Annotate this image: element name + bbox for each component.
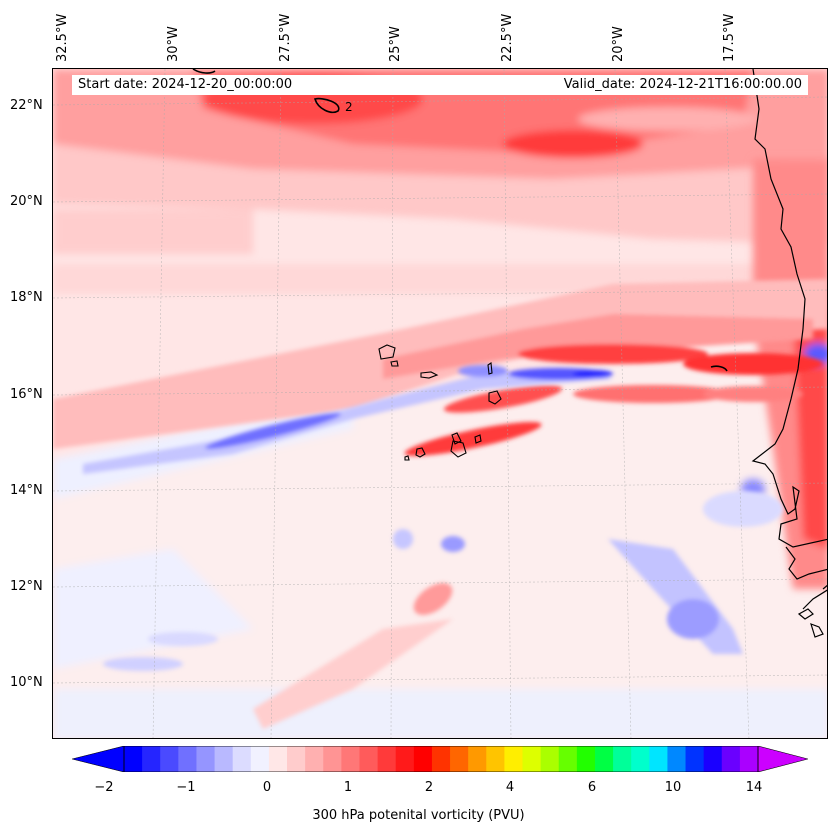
pv-contours (192, 69, 728, 372)
colorbar-label: 300 hPa potenital vorticity (PVU) (312, 808, 525, 823)
colorbar-cell (504, 746, 524, 772)
colorbar-cell (486, 746, 505, 772)
african-coastline (751, 69, 827, 638)
southern-patches (103, 491, 783, 729)
lon-label-27-5w: 27.5°W (278, 13, 293, 62)
cbar-tick-6: 6 (587, 780, 597, 795)
colorbar-cell (178, 746, 197, 772)
lon-label-20w: 20°W (611, 26, 626, 62)
colorbar (72, 746, 808, 772)
cbar-tick-1: 1 (343, 780, 353, 795)
colorbar-cell (558, 746, 578, 772)
colorbar-cell (359, 746, 379, 772)
colorbar-cell (268, 746, 288, 772)
lat-label-14n: 14°N (10, 483, 43, 498)
pv-field: 2 (53, 69, 827, 738)
lon-label-22-5w: 22.5°W (500, 13, 515, 62)
colorbar-cell (413, 746, 433, 772)
colorbar-cell (649, 746, 668, 772)
cape-verde-islands (378, 344, 502, 461)
colorbar-cell (613, 746, 632, 772)
colorbar-high-extend (757, 746, 808, 772)
colorbar-cell (287, 746, 306, 772)
colorbar-cell (703, 746, 723, 772)
cbar-tick-10: 10 (664, 780, 682, 795)
lat-label-12n: 12°N (10, 579, 43, 594)
lat-label-10n: 10°N (10, 675, 43, 690)
colorbar-low-extend (72, 746, 125, 772)
lat-label-22n: 22°N (10, 98, 43, 113)
colorbar-cell (522, 746, 542, 772)
colorbar-cell (214, 746, 234, 772)
colorbar-cell (576, 746, 596, 772)
colorbar-cell (395, 746, 415, 772)
cbar-tick-neg1: −1 (176, 780, 196, 795)
colorbar-cell (468, 746, 487, 772)
colorbar-cell (124, 746, 143, 772)
cbar-tick-2: 2 (424, 780, 434, 795)
colorbar-cell (667, 746, 687, 772)
colorbar-cell (160, 746, 179, 772)
colorbar-cell (323, 746, 342, 772)
lat-label-18n: 18°N (10, 290, 43, 305)
colorbar-cell (431, 746, 451, 772)
colorbar-cell (196, 746, 216, 772)
colorbar-cell (377, 746, 397, 772)
lon-label-30w: 30°W (166, 26, 181, 62)
negative-pv-filament (83, 365, 613, 474)
pv-map: 2 (52, 68, 828, 739)
cbar-tick-0: 0 (262, 780, 272, 795)
diagonal-pv-band (53, 279, 827, 457)
colorbar-cell (142, 746, 161, 772)
colorbar-cell (450, 746, 469, 772)
lon-label-17-5w: 17.5°W (722, 13, 737, 62)
cbar-tick-14: 14 (745, 780, 763, 795)
lat-label-20n: 20°N (10, 194, 43, 209)
valid-date-label: Valid_date: 2024-12-21T16:00:00.00 (563, 77, 802, 92)
lat-label-16n: 16°N (10, 387, 43, 402)
graticule (53, 69, 827, 738)
colorbar-cell (232, 746, 252, 772)
colorbar-cells (124, 746, 759, 772)
cbar-tick-4: 4 (505, 780, 515, 795)
colorbar-cell (250, 746, 270, 772)
contour-label-2: 2 (345, 100, 353, 114)
colorbar-cell (721, 746, 741, 772)
colorbar-cell (594, 746, 614, 772)
colorbar-cell (631, 746, 650, 772)
cbar-tick-neg2: −2 (94, 780, 114, 795)
colorbar-cell (540, 746, 560, 772)
lon-label-25w: 25°W (388, 26, 403, 62)
lon-label-32-5w: 32.5°W (55, 13, 70, 62)
colorbar-cell (305, 746, 324, 772)
colorbar-cell (739, 746, 759, 772)
start-date-label: Start date: 2024-12-20_00:00:00 (78, 77, 293, 92)
date-header: Start date: 2024-12-20_00:00:00 Valid_da… (72, 75, 808, 95)
colorbar-cell (341, 746, 360, 772)
colorbar-cell (685, 746, 705, 772)
